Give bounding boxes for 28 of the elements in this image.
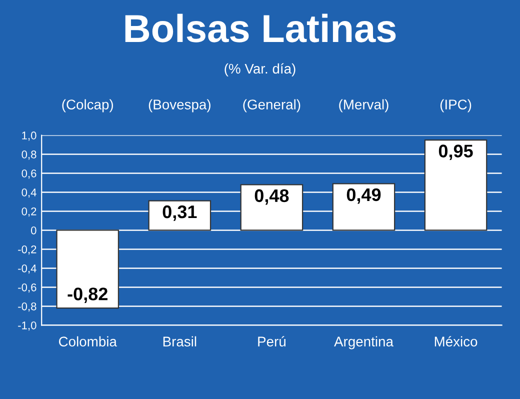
y-tick-label: 1,0 <box>22 132 36 141</box>
x-tick-label: Perú <box>258 336 286 346</box>
y-tick-label: -0,4 <box>18 264 36 274</box>
data-label: -0,82 <box>68 288 108 303</box>
text: (IPC) <box>440 99 472 112</box>
x-tick-label: Colombia <box>58 336 117 346</box>
y-tick-label: -1,0 <box>18 321 36 331</box>
x-tick-label: Argentina <box>334 336 394 350</box>
chart-title: Bolsas Latinas <box>125 14 396 42</box>
text: (Merval) <box>339 99 388 112</box>
data-label: 0,31 <box>162 205 197 221</box>
y-tick-label: 0,8 <box>22 150 36 160</box>
x-tick-label: Brasil <box>163 336 196 346</box>
y-tick-label: -0,8 <box>18 302 36 312</box>
data-label: 0,49 <box>346 188 381 204</box>
chart-subtitle: (% Var. día) <box>224 63 296 76</box>
y-tick-label: 0,6 <box>22 170 36 179</box>
data-label: 0,48 <box>254 189 289 205</box>
x-tick-label: México <box>434 336 478 346</box>
y-tick-label: 0 <box>30 226 36 234</box>
y-tick-label: 0,4 <box>22 188 36 198</box>
text: (Colcap) <box>62 99 113 112</box>
text: (General) <box>243 99 300 112</box>
data-label: 0,95 <box>438 144 473 160</box>
y-tick-label: 0,2 <box>22 208 36 217</box>
text: (Bovespa) <box>148 99 210 112</box>
y-tick-label: -0,2 <box>18 245 36 255</box>
y-tick-label: -0,6 <box>18 283 36 293</box>
